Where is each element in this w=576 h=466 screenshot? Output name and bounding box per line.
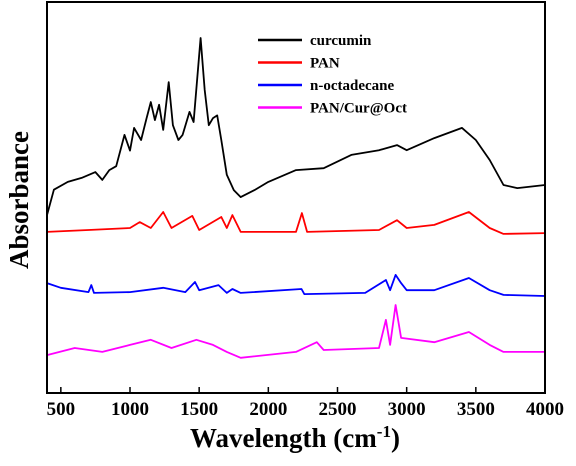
- legend-label: curcumin: [310, 33, 372, 49]
- x-tick-label: 4000: [526, 399, 564, 420]
- x-tick-label: 1500: [180, 399, 218, 420]
- x-axis-label-end: ): [391, 423, 400, 453]
- legend-label: PAN: [310, 56, 340, 72]
- x-tick-label: 2000: [249, 399, 287, 420]
- x-axis-label-text: Wavelength (cm: [190, 423, 377, 453]
- legend-label: PAN/Cur@Oct: [310, 101, 407, 117]
- x-tick-label: 3000: [388, 399, 426, 420]
- x-tick-label: 3500: [457, 399, 495, 420]
- x-tick-label: 500: [47, 399, 76, 420]
- plot-frame: [46, 1, 546, 394]
- legend-label: n-octadecane: [310, 78, 394, 94]
- x-tick-label: 2500: [319, 399, 357, 420]
- y-axis-label: Absorbance: [4, 131, 34, 269]
- x-tick-label: 1000: [111, 399, 149, 420]
- spectrum-line: [46, 37, 546, 216]
- spectrum-line: [46, 304, 545, 359]
- spectrum-line: [46, 274, 546, 297]
- spectrum-line: [46, 211, 546, 235]
- x-axis-label-sup: -1: [377, 422, 391, 441]
- x-axis-label: Wavelength (cm-1): [190, 422, 400, 453]
